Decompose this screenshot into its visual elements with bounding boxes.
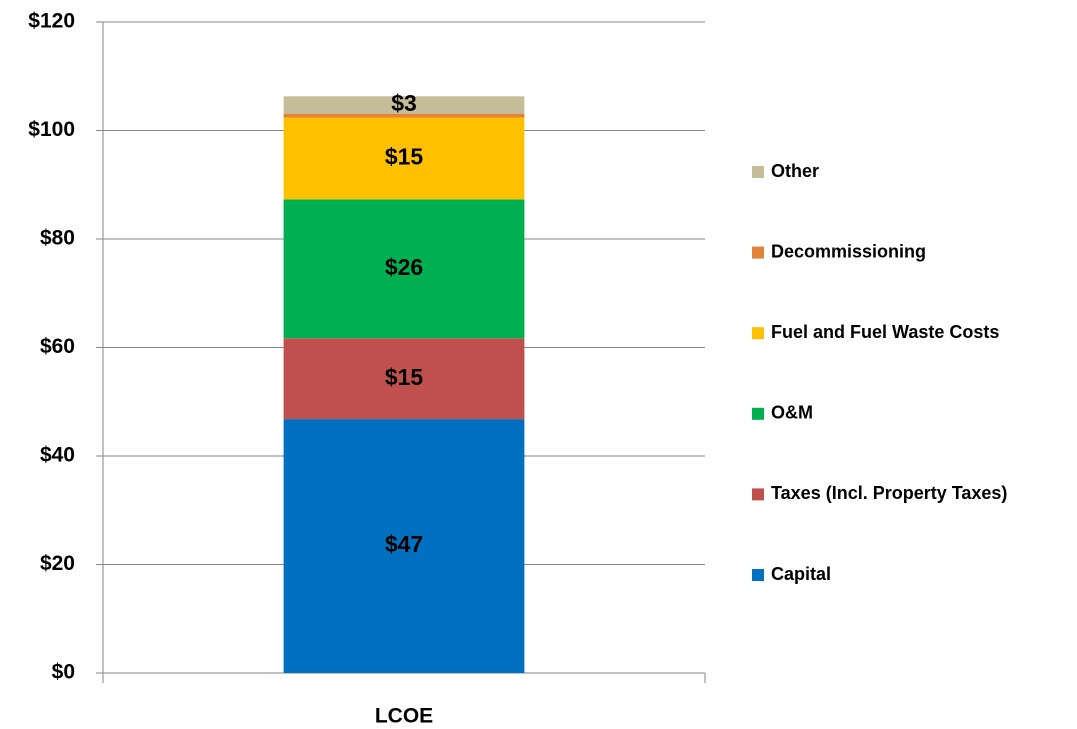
- y-tick-label: $40: [40, 444, 75, 467]
- legend-swatch: [752, 569, 764, 581]
- bar-segment: [283, 117, 525, 200]
- y-tick-label: $20: [40, 552, 75, 575]
- legend-swatch: [752, 246, 764, 259]
- legend-label: Taxes (Incl. Property Taxes): [771, 483, 1007, 503]
- data-label: $26: [385, 254, 423, 280]
- legend-swatch: [752, 166, 764, 178]
- legend-label: Capital: [771, 564, 831, 584]
- legend-label: Other: [771, 161, 819, 181]
- bar-segment: [283, 96, 525, 114]
- bar-segment: [283, 419, 525, 673]
- legend-label: Decommissioning: [771, 241, 926, 261]
- x-tick-label: LCOE: [375, 705, 433, 728]
- legend-swatch: [752, 407, 764, 420]
- legend-swatch: [752, 488, 764, 501]
- y-tick-label: $60: [40, 335, 75, 358]
- y-tick-label: $0: [52, 661, 75, 684]
- data-label: $15: [385, 144, 424, 170]
- bar-segment: [283, 113, 525, 118]
- legend-label: O&M: [771, 403, 813, 423]
- legend-label: Fuel and Fuel Waste Costs: [771, 322, 999, 342]
- data-label: $15: [385, 364, 424, 390]
- bar-segment: [283, 199, 525, 339]
- bar-segment: [283, 338, 525, 420]
- data-label: $3: [391, 90, 417, 116]
- y-tick-label: $120: [28, 10, 75, 33]
- legend-swatch: [752, 327, 764, 340]
- y-tick-label: $80: [40, 227, 75, 250]
- y-tick-label: $100: [28, 118, 75, 141]
- data-label: $47: [385, 531, 423, 557]
